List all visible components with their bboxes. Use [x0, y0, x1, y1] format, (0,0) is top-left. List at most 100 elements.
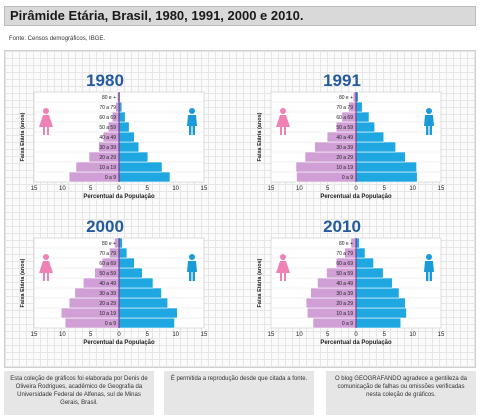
male-bar	[355, 101, 363, 113]
x-tick-label: 10	[172, 186, 179, 192]
age-group-label: 0 a 9	[342, 321, 353, 327]
female-bar	[115, 101, 120, 113]
male-bar	[355, 247, 366, 259]
male-bar	[118, 121, 130, 133]
age-group-label: 60 a 69	[99, 115, 116, 121]
male-bar	[355, 277, 393, 289]
x-axis-label: Percentual da População	[83, 194, 155, 200]
male-bar	[118, 297, 169, 309]
age-group-label: 70 a 79	[99, 251, 116, 257]
x-tick-label: 10	[172, 332, 179, 338]
x-tick-label: 10	[409, 332, 416, 338]
y-axis-label: Faixa Etária (anos)	[257, 112, 263, 161]
x-tick-label: 15	[201, 332, 208, 338]
x-axis-label: Percentual da População	[83, 340, 155, 346]
x-tick-label: 5	[383, 186, 387, 192]
age-group-label: 70 a 79	[336, 105, 353, 111]
age-group-label: 40 a 49	[336, 281, 353, 287]
age-group-label: 50 a 59	[99, 125, 116, 131]
male-bar	[355, 307, 407, 319]
x-tick-label: 15	[31, 186, 38, 192]
age-group-label: 80 e +	[102, 95, 116, 101]
male-bar	[118, 277, 154, 289]
age-group-label: 20 a 29	[336, 155, 353, 161]
male-bar	[118, 257, 135, 269]
age-group-label: 20 a 29	[99, 301, 116, 307]
pyramid-chart-1980: 1980 0 a 9 10 a 19 20 a 29 30 a 39 40 a 49 50 …	[20, 71, 208, 200]
pyramid-chart-2010: 2010 0 a 9 10 a 19 20 a 29 30 a 39 40 a 49 50 …	[257, 217, 445, 346]
male-icon	[187, 254, 197, 281]
x-tick-label: 5	[146, 186, 150, 192]
male-bar	[118, 247, 128, 259]
age-group-label: 0 a 9	[105, 321, 116, 327]
pyramid-chart-1991: 1991 0 a 9 10 a 19 20 a 29 30 a 39 40 a 49 50 …	[257, 71, 445, 200]
x-axis-label: Percentual da População	[320, 194, 392, 200]
age-group-label: 0 a 9	[105, 175, 116, 181]
female-icon	[276, 254, 290, 281]
male-icon	[187, 108, 197, 135]
male-bar	[355, 267, 384, 279]
x-tick-label: 10	[296, 332, 303, 338]
x-tick-label: 15	[31, 332, 38, 338]
male-icon	[424, 108, 434, 135]
male-bar	[355, 131, 385, 143]
footer-thanks: O blog GEOGRAFANDO agradece a gentileza …	[326, 371, 476, 415]
y-axis-label: Faixa Etária (anos)	[257, 258, 263, 307]
age-group-label: 10 a 19	[99, 311, 116, 317]
male-bar	[355, 297, 406, 309]
age-group-label: 10 a 19	[336, 311, 353, 317]
age-group-label: 60 a 69	[336, 115, 353, 121]
age-group-label: 40 a 49	[336, 135, 353, 141]
age-group-label: 70 a 79	[99, 105, 116, 111]
male-bar	[118, 317, 175, 329]
male-bar	[355, 317, 402, 329]
year-label: 2010	[323, 217, 361, 236]
age-group-label: 40 a 49	[99, 135, 116, 141]
age-group-label: 40 a 49	[99, 281, 116, 287]
x-axis-label: Percentual da População	[320, 340, 392, 346]
footer-reproduction: É permitida a reprodução desde que citad…	[164, 371, 314, 415]
age-group-label: 20 a 29	[336, 301, 353, 307]
year-label: 1980	[86, 71, 124, 90]
male-bar	[355, 121, 376, 133]
x-tick-label: 15	[438, 186, 445, 192]
age-group-label: 10 a 19	[336, 165, 353, 171]
female-icon	[39, 108, 53, 135]
male-bar	[355, 171, 418, 183]
x-tick-label: 0	[117, 332, 121, 338]
x-tick-label: 10	[296, 186, 303, 192]
age-group-label: 70 a 79	[336, 251, 353, 257]
x-tick-label: 15	[201, 186, 208, 192]
male-bar	[355, 161, 417, 173]
male-bar	[355, 257, 374, 269]
male-bar	[355, 111, 370, 123]
x-tick-label: 10	[59, 332, 66, 338]
age-group-label: 80 e +	[102, 241, 116, 247]
age-group-label: 50 a 59	[99, 271, 116, 277]
x-tick-label: 15	[268, 332, 275, 338]
x-tick-label: 15	[268, 186, 275, 192]
age-group-label: 30 a 39	[99, 291, 116, 297]
male-bar	[355, 237, 360, 249]
age-group-label: 80 e +	[339, 241, 353, 247]
male-icon	[424, 254, 434, 281]
age-group-label: 0 a 9	[342, 175, 353, 181]
male-bar	[118, 131, 135, 143]
male-bar	[118, 171, 171, 183]
age-group-label: 60 a 69	[99, 261, 116, 267]
x-tick-label: 10	[409, 186, 416, 192]
age-group-label: 30 a 39	[336, 291, 353, 297]
male-bar	[118, 237, 123, 249]
age-group-label: 30 a 39	[99, 145, 116, 151]
male-bar	[355, 287, 400, 299]
x-tick-label: 5	[326, 332, 330, 338]
male-bar	[118, 161, 163, 173]
male-bar	[118, 307, 178, 319]
x-tick-label: 5	[89, 332, 93, 338]
age-group-label: 60 a 69	[336, 261, 353, 267]
male-bar	[355, 151, 406, 163]
age-group-label: 50 a 59	[336, 271, 353, 277]
page-title: Pirâmide Etária, Brasil, 1980, 1991, 200…	[4, 6, 476, 26]
male-bar	[118, 287, 162, 299]
